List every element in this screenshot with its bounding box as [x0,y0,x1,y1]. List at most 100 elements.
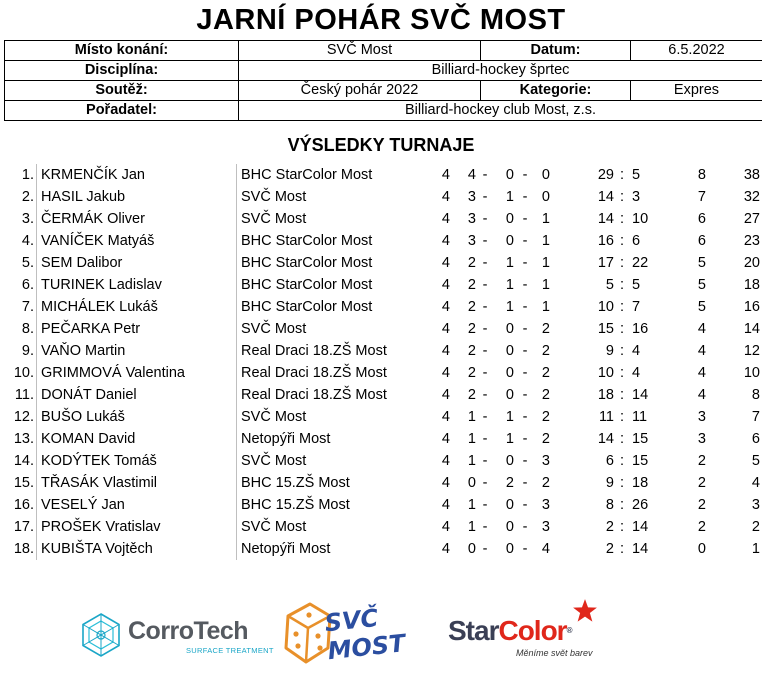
points: 4 [697,321,706,337]
info-row-discipline: Disciplína: Billiard-hockey šprtec [4,60,762,81]
games-played: 4 [441,321,450,337]
team-name: Netopýři Most [236,538,426,560]
dash-separator: - [522,233,528,249]
points: 4 [697,365,706,381]
colon-separator: : [619,497,625,513]
wins: 3 [467,189,476,205]
goals-against: 5 [632,167,641,183]
dash-separator: - [522,541,528,557]
goals-against: 26 [632,497,649,513]
table-row: 14. KODÝTEK Tomáš SVČ Most 4 1-0-3 6:15 2 5 [0,450,762,472]
points: 2 [697,453,706,469]
wins: 1 [467,497,476,513]
dash-separator: - [482,321,488,337]
goals-against: 5 [632,277,641,293]
player-name: VESELÝ Jan [36,494,236,516]
draws: 0 [505,497,514,513]
wins: 2 [467,365,476,381]
competition-value: Český pohár 2022 [238,80,481,101]
losses: 1 [541,233,550,249]
dash-separator: - [482,365,488,381]
points: 5 [697,299,706,315]
dash-separator: - [522,211,528,227]
dash-separator: - [522,409,528,425]
dash-separator: - [482,431,488,447]
organizer-value: Billiard-hockey club Most, z.s. [238,100,762,121]
losses: 4 [541,541,550,557]
table-row: 15. TŘASÁK Vlastimil BHC 15.ZŠ Most 4 0-2-2 9… [0,472,762,494]
games-played: 4 [441,431,450,447]
dash-separator: - [522,431,528,447]
wins: 1 [467,453,476,469]
draws: 1 [505,409,514,425]
games-played: 4 [441,299,450,315]
ranking-score: 1 [751,541,760,557]
starcolor-name: StarColor® [448,615,572,646]
rank: 10. [13,365,34,381]
goals-for: 2 [605,519,614,535]
draws: 1 [505,431,514,447]
losses: 3 [541,497,550,513]
colon-separator: : [619,211,625,227]
points: 5 [697,255,706,271]
games-played: 4 [441,365,450,381]
table-row: 4. VANÍČEK Matyáš BHC StarColor Most 4 3-0-1… [0,230,762,252]
dash-separator: - [482,211,488,227]
goals-for: 15 [597,321,614,337]
table-row: 12. BUŠO Lukáš SVČ Most 4 1-1-2 11:11 3 7 [0,406,762,428]
dash-separator: - [522,277,528,293]
dash-separator: - [522,255,528,271]
losses: 0 [541,167,550,183]
page-title: JARNÍ POHÁR SVČ MOST [196,4,566,36]
draws: 0 [505,167,514,183]
goals-for: 9 [605,475,614,491]
starcolor-logo: StarColor® Měníme svět barev [448,598,618,678]
info-row-competition: Soutěž: Český pohár 2022 Kategorie: Expr… [4,80,762,101]
goals-against: 15 [632,453,649,469]
team-name: BHC StarColor Most [236,164,426,186]
team-name: Netopýři Most [236,428,426,450]
goals-for: 18 [597,387,614,403]
dash-separator: - [482,167,488,183]
losses: 3 [541,519,550,535]
starcolor-name-color: Color [498,615,567,646]
table-row: 6. TURINEK Ladislav BHC StarColor Most 4 2-1… [0,274,762,296]
games-played: 4 [441,255,450,271]
ranking-score: 2 [751,519,760,535]
wins: 3 [467,211,476,227]
points: 3 [697,431,706,447]
colon-separator: : [619,519,625,535]
red-star-icon [573,599,597,622]
dash-separator: - [482,255,488,271]
rank: 1. [21,167,34,183]
player-name: GRIMMOVÁ Valentina [36,362,236,384]
rank: 9. [21,343,34,359]
draws: 0 [505,211,514,227]
rank: 6. [21,277,34,293]
goals-against: 7 [632,299,641,315]
dash-separator: - [522,387,528,403]
table-row: 8. PEČARKA Petr SVČ Most 4 2-0-2 15:16 4 14 [0,318,762,340]
games-played: 4 [441,233,450,249]
goals-for: 8 [605,497,614,513]
player-name: ČERMÁK Oliver [36,208,236,230]
ranking-score: 7 [751,409,760,425]
team-name: SVČ Most [236,516,426,538]
info-row-place: Místo konání: SVČ Most Datum: 6.5.2022 [4,40,762,61]
losses: 1 [541,211,550,227]
games-played: 4 [441,211,450,227]
ranking-score: 20 [743,255,760,271]
dash-separator: - [482,497,488,513]
colon-separator: : [619,189,625,205]
team-name: SVČ Most [236,186,426,208]
dash-separator: - [482,453,488,469]
losses: 2 [541,387,550,403]
goals-against: 11 [632,409,648,425]
points: 2 [697,475,706,491]
goals-against: 4 [632,365,641,381]
organizer-label: Pořadatel: [4,100,239,121]
goals-for: 9 [605,343,614,359]
ranking-score: 32 [743,189,760,205]
losses: 2 [541,343,550,359]
goals-for: 16 [597,233,614,249]
